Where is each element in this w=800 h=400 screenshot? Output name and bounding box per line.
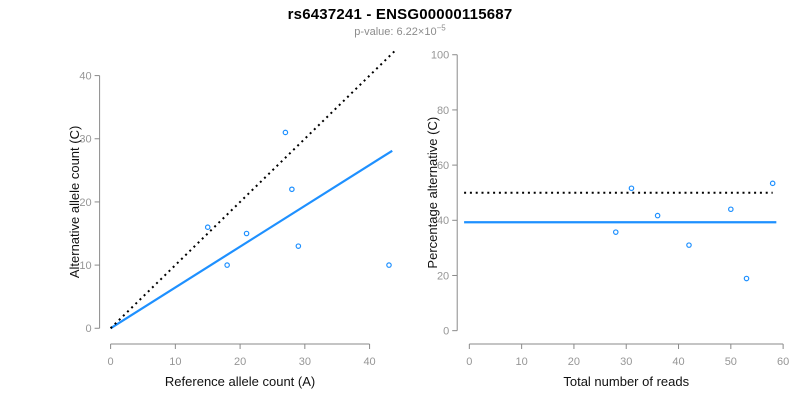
data-point (224, 262, 230, 268)
x-axis-tick-label: 30 (620, 356, 632, 368)
data-point (282, 129, 289, 136)
x-axis-tick-label: 20 (568, 356, 580, 368)
x-axis-tick-label: 0 (466, 356, 472, 368)
identity-line (109, 49, 397, 329)
x-axis-tick-label: 30 (299, 356, 311, 368)
y-axis-tick-label: 40 (437, 215, 449, 227)
x-axis-tick-label: 10 (169, 356, 181, 368)
y-axis-tick-label: 60 (437, 160, 449, 172)
data-point (204, 224, 211, 230)
y-axis-title: Percentage alternative (C) (425, 117, 440, 269)
data-point (728, 206, 734, 213)
data-point (243, 230, 250, 237)
pvalue-text: p-value: 6.22×10 (354, 26, 437, 38)
data-point (686, 242, 692, 248)
data-point (654, 212, 661, 219)
x-axis-title: Reference allele count (A) (165, 374, 315, 389)
x-axis-tick-label: 0 (108, 356, 114, 368)
figure-header: rs6437241 - ENSG00000115687 p-value: 6.2… (0, 0, 800, 38)
right-plot-percentage-alternative: 0 20 40 60 80 100 0 10 20 30 40 50 60 Total number of… (425, 50, 789, 389)
x-axis-tick-label: 10 (516, 356, 528, 368)
data-point (743, 275, 750, 282)
y-axis-tick-label: 20 (79, 197, 91, 209)
y-axis-tick-label: 100 (431, 50, 449, 62)
x-axis-tick-label: 20 (234, 356, 246, 368)
data-point (386, 262, 392, 268)
left-plot-allele-counts: 0 10 20 30 40 0 10 20 30 40 Reference allele count… (67, 49, 397, 389)
data-point (628, 185, 635, 192)
y-axis-tick-label: 30 (79, 134, 91, 146)
x-axis-title: Total number of reads (563, 374, 689, 389)
x-axis-tick-label: 50 (725, 356, 737, 368)
y-axis-tick-label: 80 (437, 105, 449, 117)
data-point (289, 186, 295, 193)
x-axis-tick-label: 60 (777, 356, 789, 368)
data-point (612, 229, 619, 235)
x-axis-tick-label: 40 (363, 356, 375, 368)
pvalue-subtitle: p-value: 6.22×10−5 (0, 23, 800, 38)
y-axis-tick-label: 0 (443, 326, 449, 338)
y-axis-tick-label: 0 (85, 323, 91, 335)
y-axis-title: Alternative allele count (C) (67, 126, 82, 278)
x-axis-tick-label: 40 (672, 356, 684, 368)
figure-title: rs6437241 - ENSG00000115687 (287, 6, 513, 23)
y-axis-tick-label: 20 (437, 270, 449, 282)
pvalue-exponent: −5 (436, 23, 446, 33)
data-point (295, 243, 302, 249)
y-axis-tick-label: 10 (79, 260, 91, 272)
y-axis-tick-label: 40 (79, 70, 91, 82)
data-point (769, 180, 776, 187)
regression-line (110, 149, 393, 330)
